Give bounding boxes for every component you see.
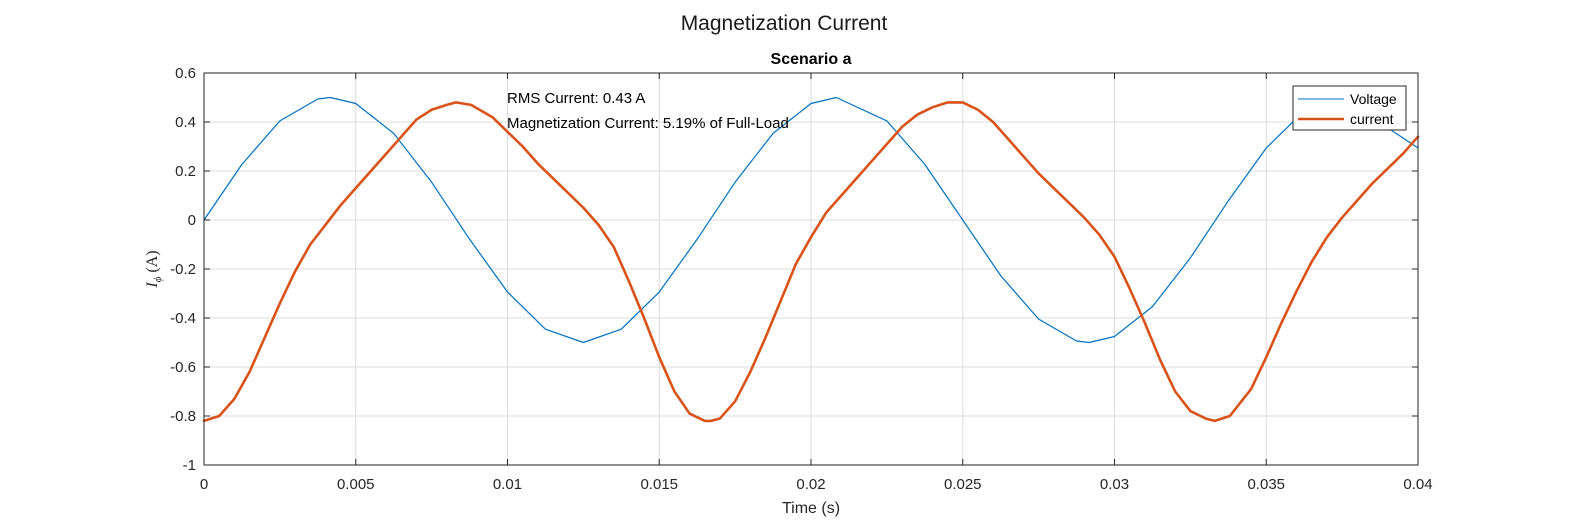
grid-lines (203, 72, 1419, 466)
y-axis-label-unit: (A) (144, 250, 161, 272)
plot-axes: 0 0.005 0.01 0.015 0.02 0.025 0.03 0.035 0.04 -1… (170, 65, 1432, 493)
y-tick-label: -0.4 (170, 310, 196, 327)
y-tick-label: 0.2 (175, 163, 196, 180)
x-tick-label: 0 (200, 476, 208, 493)
y-tick-label: -0.8 (170, 408, 196, 425)
annotation-rms-current: RMS Current: 0.43 A (507, 90, 645, 107)
series-layer (202, 96, 1420, 423)
x-axis-label: Time (s) (782, 500, 840, 517)
x-axis-ticks: 0 0.005 0.01 0.015 0.02 0.025 0.03 0.035 0.04 (200, 73, 1433, 493)
x-tick-label: 0.025 (944, 476, 982, 493)
x-tick-label: 0.015 (640, 476, 678, 493)
x-tick-label: 0.01 (493, 476, 522, 493)
figure-title: Magnetization Current (681, 12, 888, 35)
series-line-current (202, 101, 1420, 423)
y-axis-ticks: -1 -0.8 -0.6 -0.4 -0.2 0 0.2 0.4 0.6 (170, 65, 1418, 474)
y-axis-label-symbol: I (144, 282, 161, 289)
y-tick-label: -0.2 (170, 261, 196, 278)
y-tick-label: 0.4 (175, 114, 196, 131)
y-tick-label: 0 (188, 212, 196, 229)
x-tick-label: 0.04 (1403, 476, 1432, 493)
series-line-voltage (203, 96, 1419, 344)
legend-box (1292, 85, 1407, 131)
x-tick-label: 0.005 (337, 476, 375, 493)
y-tick-label: -0.6 (170, 359, 196, 376)
legend: Voltage current (1292, 85, 1407, 131)
y-axis-label: Iϕ (A) (144, 250, 164, 288)
y-axis-label-text: Iϕ (A) (144, 250, 164, 288)
legend-entry-voltage: Voltage (1350, 91, 1397, 107)
x-tick-label: 0.035 (1247, 476, 1285, 493)
x-tick-label: 0.03 (1100, 476, 1129, 493)
x-tick-label: 0.02 (796, 476, 825, 493)
annotation-magnetization-current: Magnetization Current: 5.19% of Full-Loa… (507, 115, 789, 132)
axes-title: Scenario a (771, 51, 852, 68)
y-tick-label: 0.6 (175, 65, 196, 82)
y-tick-label: -1 (183, 457, 196, 474)
y-axis-label-subscript: ϕ (152, 276, 164, 282)
legend-entry-current: current (1350, 111, 1394, 127)
